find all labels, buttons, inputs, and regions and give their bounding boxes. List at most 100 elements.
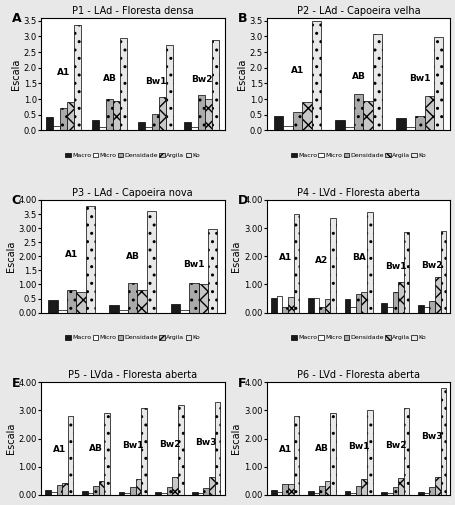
Bar [159, 96, 166, 130]
Text: BA: BA [351, 252, 365, 262]
Bar [51, 492, 56, 495]
Text: C: C [12, 194, 21, 208]
Bar [403, 232, 409, 313]
Text: A1: A1 [278, 445, 291, 454]
Bar [283, 126, 292, 130]
Bar [82, 491, 87, 495]
Bar [86, 206, 95, 313]
Text: Bw1: Bw1 [347, 442, 369, 451]
Y-axis label: Escala: Escala [5, 423, 15, 455]
Bar [424, 96, 433, 130]
Bar [197, 95, 205, 130]
Title: P1 - LAd - Floresta densa: P1 - LAd - Floresta densa [72, 6, 193, 16]
Bar [386, 307, 392, 313]
Title: P3 - LAd - Capoeira nova: P3 - LAd - Capoeira nova [72, 188, 192, 198]
Bar [189, 283, 198, 313]
Bar [380, 303, 386, 313]
Text: AB: AB [126, 252, 139, 261]
Bar [313, 298, 318, 313]
Bar [276, 296, 282, 313]
Bar [212, 40, 219, 130]
Bar [344, 491, 349, 495]
Bar [366, 212, 372, 313]
Bar [147, 211, 156, 313]
Bar [273, 116, 283, 130]
Bar [118, 491, 124, 495]
Text: D: D [237, 194, 247, 208]
Bar [293, 214, 298, 313]
Title: P4 - LVd - Floresta aberta: P4 - LVd - Floresta aberta [297, 188, 419, 198]
Bar [380, 491, 386, 495]
Bar [120, 38, 127, 130]
Text: Bw1: Bw1 [122, 441, 143, 450]
Bar [106, 99, 113, 130]
Text: A1: A1 [290, 67, 303, 75]
Title: P6 - LVd - Floresta aberta: P6 - LVd - Floresta aberta [297, 370, 419, 380]
Bar [198, 284, 207, 313]
Bar [48, 300, 57, 313]
Bar [423, 307, 428, 313]
Bar [138, 122, 145, 130]
Text: A1: A1 [57, 68, 71, 77]
Bar [61, 108, 67, 130]
Text: Bw2: Bw2 [191, 75, 212, 84]
Text: E: E [12, 377, 20, 390]
Text: Bw3: Bw3 [195, 438, 217, 447]
Title: P5 - LVda - Floresta aberta: P5 - LVda - Floresta aberta [68, 370, 197, 380]
Bar [355, 486, 361, 495]
Text: F: F [237, 377, 246, 390]
Bar [124, 493, 130, 495]
Bar [205, 99, 212, 130]
Bar [192, 492, 197, 495]
Bar [288, 484, 293, 495]
Text: A1: A1 [65, 250, 78, 259]
Bar [392, 291, 397, 313]
Bar [428, 487, 434, 495]
Bar [172, 477, 177, 495]
Bar [87, 493, 93, 495]
Bar [361, 479, 366, 495]
Title: P2 - LAd - Capoeira velha: P2 - LAd - Capoeira velha [296, 6, 420, 16]
Bar [405, 127, 414, 130]
Text: B: B [237, 12, 247, 25]
Bar [334, 120, 344, 130]
Bar [302, 102, 311, 130]
Bar [366, 411, 372, 495]
Bar [349, 493, 355, 495]
Text: AB: AB [314, 443, 328, 452]
Bar [307, 491, 313, 495]
Bar [166, 487, 172, 495]
Bar [62, 483, 68, 495]
Bar [45, 490, 51, 495]
Bar [203, 488, 208, 495]
Bar [324, 481, 330, 495]
Text: Bw2: Bw2 [420, 261, 442, 270]
Text: Bw1: Bw1 [384, 262, 405, 271]
Bar [440, 231, 445, 313]
Bar [152, 114, 159, 130]
Bar [214, 402, 220, 495]
Bar [428, 301, 434, 313]
Bar [344, 127, 353, 130]
Bar [344, 299, 349, 313]
Text: A1: A1 [53, 445, 66, 454]
Bar [361, 292, 366, 313]
Y-axis label: Escala: Escala [11, 59, 21, 90]
Text: A: A [12, 12, 21, 25]
Bar [433, 37, 442, 130]
Text: Bw1: Bw1 [145, 77, 166, 86]
Bar [67, 102, 74, 130]
Bar [414, 116, 424, 130]
Bar [135, 479, 141, 495]
Bar [130, 487, 135, 495]
Bar [349, 307, 355, 313]
Y-axis label: Escala: Escala [236, 59, 246, 90]
Bar [271, 298, 276, 313]
Legend: Macro, Micro, Densidade, Argila, Ko: Macro, Micro, Densidade, Argila, Ko [290, 152, 426, 159]
Bar [282, 484, 288, 495]
Bar [74, 25, 81, 130]
Bar [57, 310, 67, 313]
Bar [46, 117, 53, 130]
Bar [56, 485, 62, 495]
Bar [155, 491, 161, 495]
